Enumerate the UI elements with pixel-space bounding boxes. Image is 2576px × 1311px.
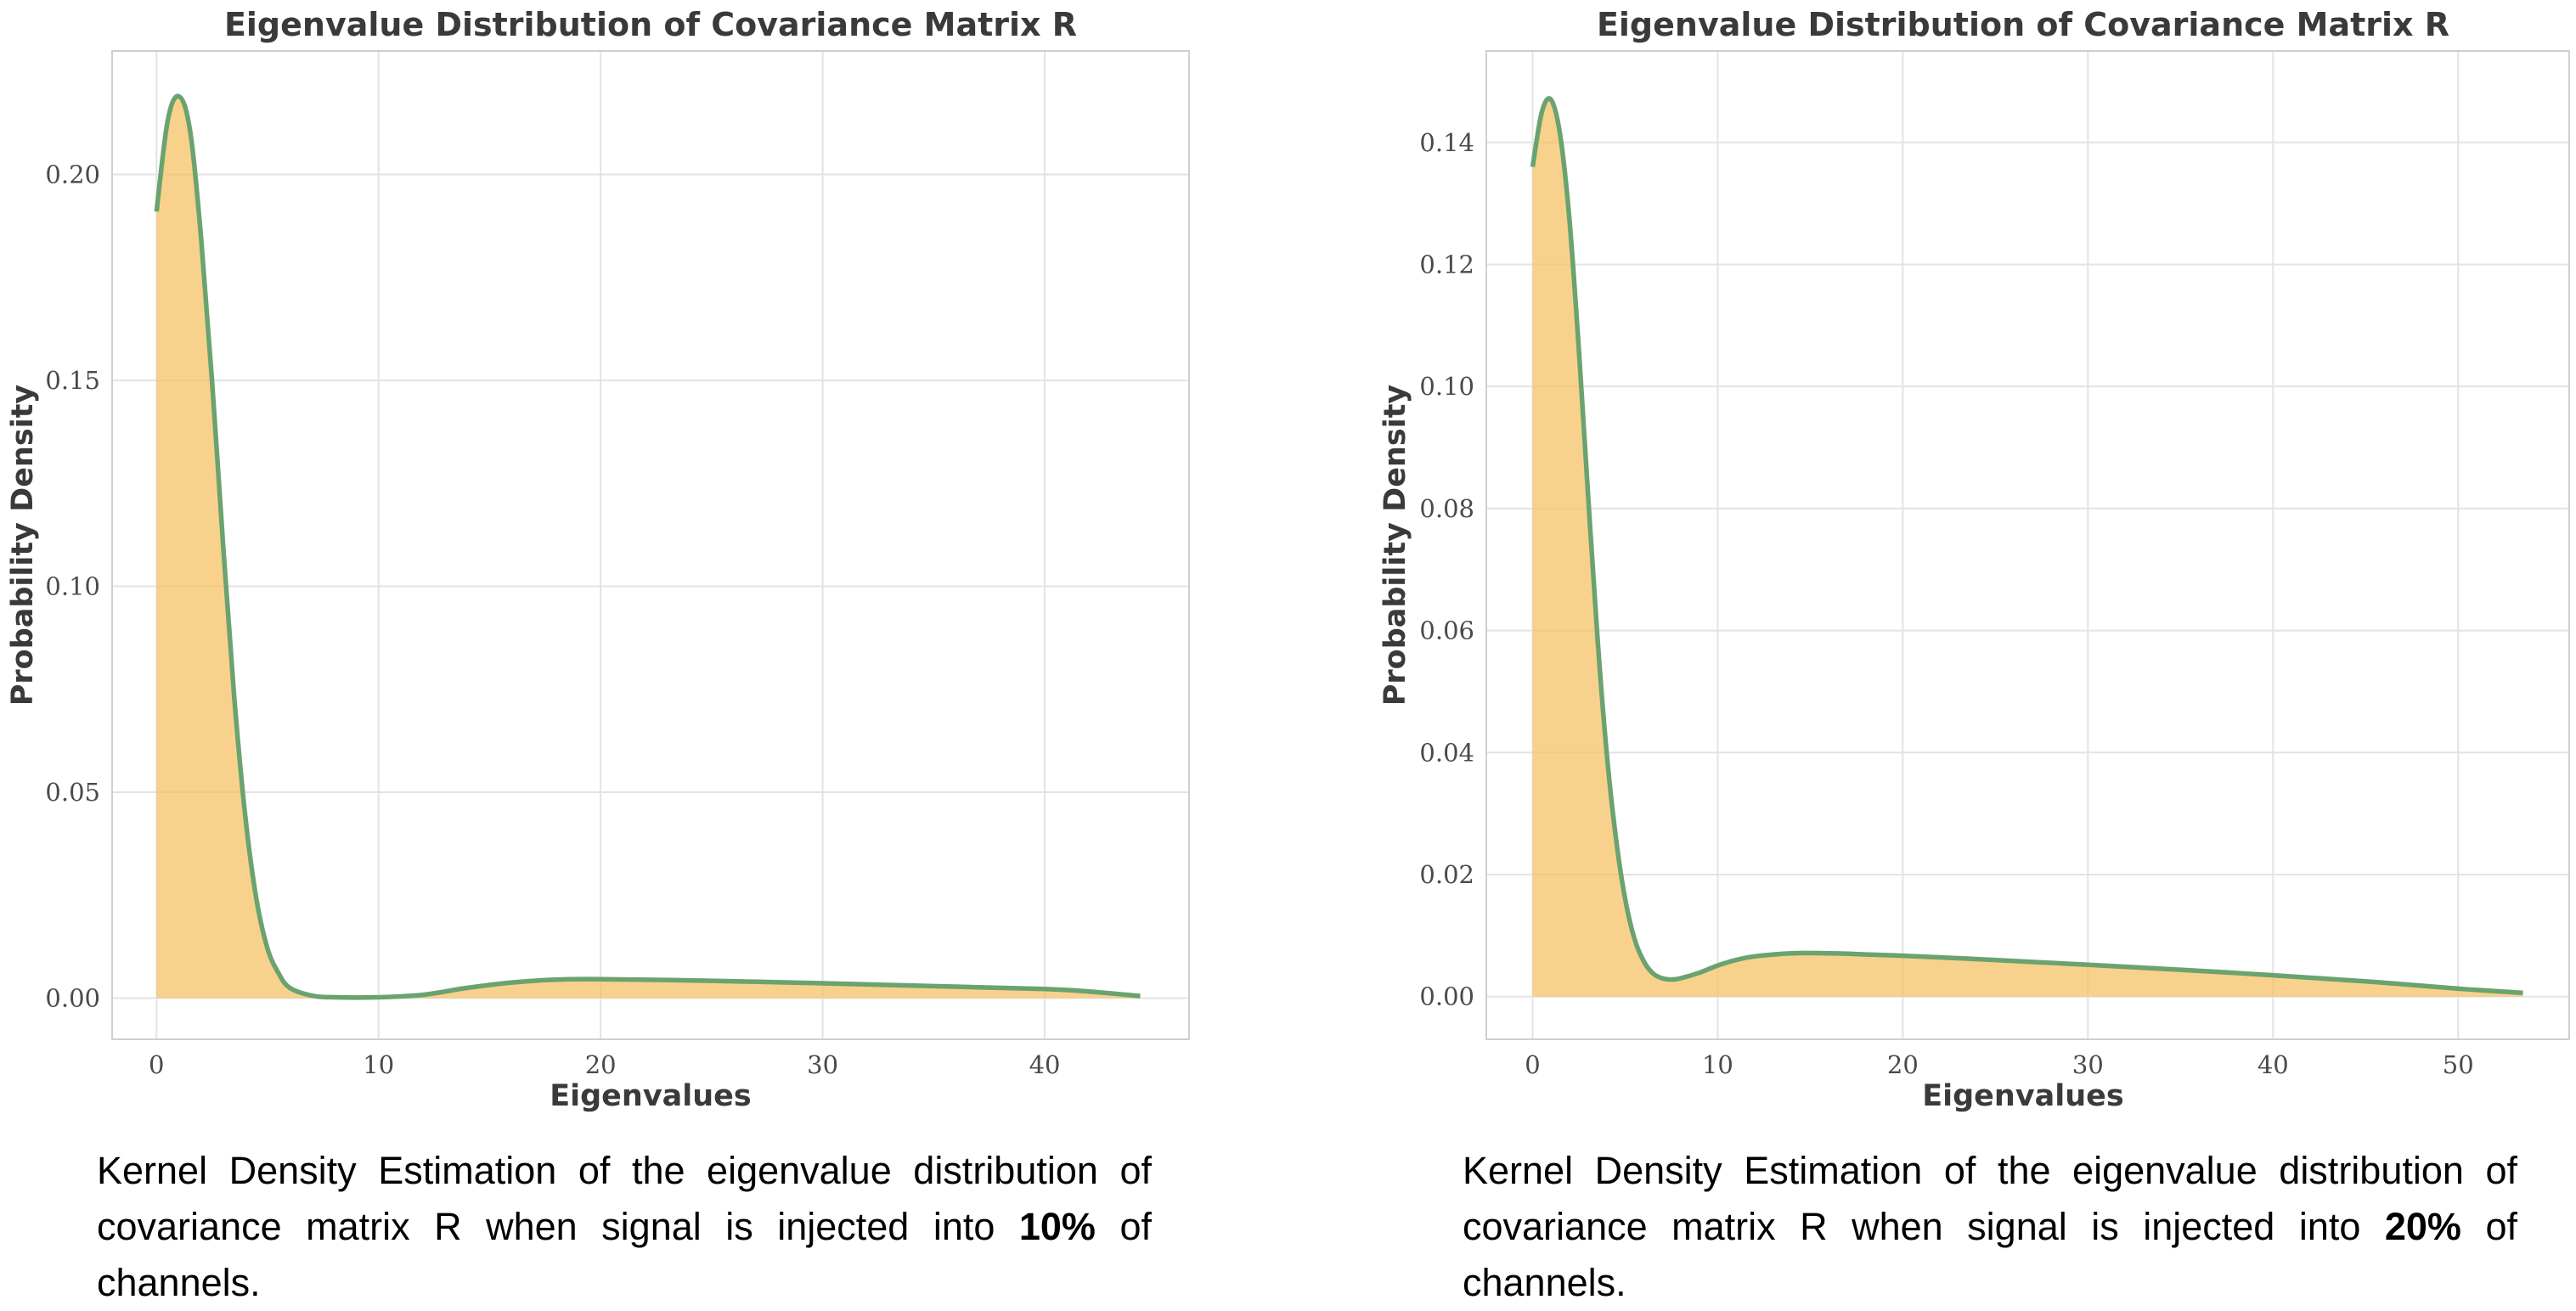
figure-caption: Kernel Density Estimation of the eigenva… bbox=[97, 1143, 1152, 1311]
y-tick-label: 0.15 bbox=[45, 366, 100, 395]
chart-title: Eigenvalue Distribution of Covariance Ma… bbox=[224, 6, 1077, 43]
left-panel: 0.00 0.05 0.10 0.15 0.20 0 10 20 30 40 Eigenvalue … bbox=[0, 0, 1288, 1306]
y-tick-label: 0.05 bbox=[45, 778, 100, 807]
x-tick-label: 50 bbox=[2443, 1050, 2474, 1079]
x-tick-label: 20 bbox=[585, 1050, 617, 1079]
y-tick-label: 0.08 bbox=[1419, 494, 1474, 523]
density-curve bbox=[154, 93, 1141, 1000]
figure-caption: Kernel Density Estimation of the eigenva… bbox=[1463, 1143, 2517, 1311]
caption-percent: 10% bbox=[1018, 1205, 1096, 1248]
y-tick-label: 0.12 bbox=[1419, 250, 1474, 279]
y-tick-label: 0.06 bbox=[1419, 616, 1474, 645]
y-tick-label: 0.04 bbox=[1419, 738, 1474, 767]
kde-chart-20-percent: 0.00 0.02 0.04 0.06 0.08 0.10 0.12 0.14 0 10 20 30 4… bbox=[1378, 6, 2570, 1113]
caption-text: Kernel Density Estimation of the eigenva… bbox=[1463, 1149, 2517, 1248]
x-tick-label: 0 bbox=[149, 1050, 164, 1079]
y-tick-label: 0.10 bbox=[1419, 372, 1474, 401]
y-tick-label: 0.00 bbox=[45, 984, 100, 1013]
caption-text-end: of channels. bbox=[1463, 1205, 2517, 1304]
caption-text: Kernel Density Estimation of the eigenva… bbox=[97, 1149, 1152, 1248]
chart-title: Eigenvalue Distribution of Covariance Ma… bbox=[1597, 6, 2449, 43]
density-curve bbox=[1530, 96, 2523, 996]
x-tick-label: 10 bbox=[363, 1050, 394, 1079]
x-tick-label: 0 bbox=[1525, 1050, 1540, 1079]
plot-frame bbox=[111, 50, 1190, 1040]
y-axis-label: Probability Density bbox=[1378, 385, 1412, 706]
x-tick-label: 20 bbox=[1887, 1050, 1919, 1079]
y-tick-label: 0.00 bbox=[1419, 982, 1474, 1011]
right-panel: 0.00 0.02 0.04 0.06 0.08 0.10 0.12 0.14 0 10 20 30 4… bbox=[1288, 0, 2575, 1306]
y-tick-label: 0.02 bbox=[1419, 860, 1474, 889]
density-area bbox=[1532, 98, 2523, 997]
x-tick-label: 30 bbox=[807, 1050, 838, 1079]
x-axis-label: Eigenvalues bbox=[1922, 1079, 2124, 1113]
caption-percent: 20% bbox=[2384, 1205, 2461, 1248]
plot-frame bbox=[1485, 50, 2570, 1040]
x-tick-label: 10 bbox=[1702, 1050, 1733, 1079]
x-tick-label: 40 bbox=[2258, 1050, 2289, 1079]
y-tick-label: 0.14 bbox=[1419, 128, 1474, 157]
y-axis-label: Probability Density bbox=[6, 385, 40, 706]
kde-chart-10-percent: 0.00 0.05 0.10 0.15 0.20 0 10 20 30 40 Eigenvalue … bbox=[6, 6, 1190, 1113]
x-tick-label: 30 bbox=[2072, 1050, 2104, 1079]
y-tick-label: 0.20 bbox=[45, 160, 100, 189]
y-tick-label: 0.10 bbox=[45, 572, 100, 601]
caption-text-end: of channels. bbox=[97, 1205, 1152, 1304]
density-area bbox=[156, 96, 1141, 999]
x-tick-label: 40 bbox=[1029, 1050, 1061, 1079]
x-axis-label: Eigenvalues bbox=[550, 1079, 752, 1113]
